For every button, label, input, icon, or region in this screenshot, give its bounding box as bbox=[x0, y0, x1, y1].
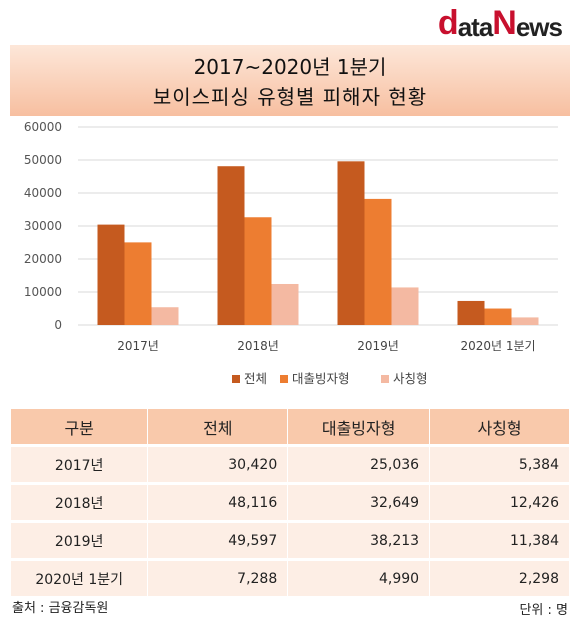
table-cell: 12,426 bbox=[429, 482, 570, 522]
legend-label: 사칭형 bbox=[393, 371, 428, 386]
table-cell: 32,649 bbox=[287, 482, 431, 522]
y-tick-label: 50000 bbox=[24, 153, 62, 167]
bar-chart: 0 10000 20000 30000 40000 50000 60000 2017년 2018… bbox=[24, 120, 558, 386]
legend-label: 대출빙자형 bbox=[292, 371, 350, 386]
table-row: 2019년 49,597 38,213 11,384 bbox=[9, 520, 570, 560]
table-cell: 2020년 1분기 bbox=[9, 558, 149, 596]
table-cell: 2019년 bbox=[9, 520, 149, 560]
table-cell: 2,298 bbox=[429, 558, 570, 596]
bar bbox=[364, 198, 392, 325]
y-tick-label: 30000 bbox=[24, 219, 62, 233]
logo-part-4: ews bbox=[515, 12, 563, 42]
y-tick-label: 10000 bbox=[24, 285, 62, 299]
y-tick-label: 40000 bbox=[24, 186, 62, 200]
y-tick-label: 20000 bbox=[24, 252, 62, 266]
legend-swatch bbox=[381, 375, 389, 383]
table-header-cell: 사칭형 bbox=[429, 409, 570, 446]
table-cell: 30,420 bbox=[147, 444, 289, 484]
legend-swatch bbox=[232, 375, 240, 383]
bar bbox=[217, 166, 245, 325]
title-banner: 2017~2020년 1분기 보이스피싱 유형별 피해자 현황 bbox=[10, 45, 570, 116]
table-header-cell: 구분 bbox=[9, 409, 149, 446]
table-header-cell: 전체 bbox=[147, 409, 289, 446]
table-cell: 5,384 bbox=[429, 444, 570, 484]
logo-part-2: ata bbox=[457, 12, 494, 42]
x-tick-label: 2019년 bbox=[357, 339, 399, 353]
table-cell: 2017년 bbox=[9, 444, 149, 484]
x-tick-label: 2017년 bbox=[117, 339, 159, 353]
table-row: 2017년 30,420 25,036 5,384 bbox=[9, 444, 570, 484]
datanews-logo: d ata N ews bbox=[437, 4, 563, 42]
table-cell: 7,288 bbox=[147, 558, 289, 596]
chart-title-line-2: 보이스피싱 유형별 피해자 현황 bbox=[152, 85, 428, 109]
bar bbox=[511, 317, 539, 325]
bar bbox=[457, 300, 485, 325]
y-tick-label: 60000 bbox=[24, 120, 62, 134]
bar bbox=[97, 224, 125, 325]
bar bbox=[484, 308, 512, 325]
x-tick-label: 2020년 1분기 bbox=[460, 339, 535, 353]
data-table: 구분 전체 대출빙자형 사칭형 2017년 30,420 25,036 5,38… bbox=[9, 409, 570, 596]
logo-part-1: d bbox=[437, 4, 459, 42]
table-row: 2018년 48,116 32,649 12,426 bbox=[9, 482, 570, 522]
table-header-cell: 대출빙자형 bbox=[287, 409, 431, 446]
table-header-row: 구분 전체 대출빙자형 사칭형 bbox=[9, 409, 570, 446]
table-cell: 4,990 bbox=[287, 558, 431, 596]
legend-label: 전체 bbox=[244, 371, 267, 386]
bar bbox=[151, 307, 179, 325]
table-row: 2020년 1분기 7,288 4,990 2,298 bbox=[9, 558, 570, 596]
chart-title-line-1: 2017~2020년 1분기 bbox=[193, 55, 387, 79]
x-tick-label: 2018년 bbox=[237, 339, 279, 353]
table-cell: 25,036 bbox=[287, 444, 431, 484]
logo-part-3: N bbox=[492, 4, 517, 42]
table-cell: 38,213 bbox=[287, 520, 431, 560]
bar bbox=[337, 161, 365, 325]
table-cell: 11,384 bbox=[429, 520, 570, 560]
bar bbox=[391, 287, 419, 325]
table-cell: 49,597 bbox=[147, 520, 289, 560]
source-note: 출처 : 금융감독원 bbox=[12, 601, 109, 616]
bar bbox=[124, 242, 152, 325]
y-tick-label: 0 bbox=[54, 318, 62, 332]
bar bbox=[271, 283, 299, 325]
table-cell: 48,116 bbox=[147, 482, 289, 522]
bar bbox=[244, 217, 272, 325]
table-cell: 2018년 bbox=[9, 482, 149, 522]
legend-swatch bbox=[280, 375, 288, 383]
unit-note: 단위 : 명 bbox=[519, 603, 568, 618]
